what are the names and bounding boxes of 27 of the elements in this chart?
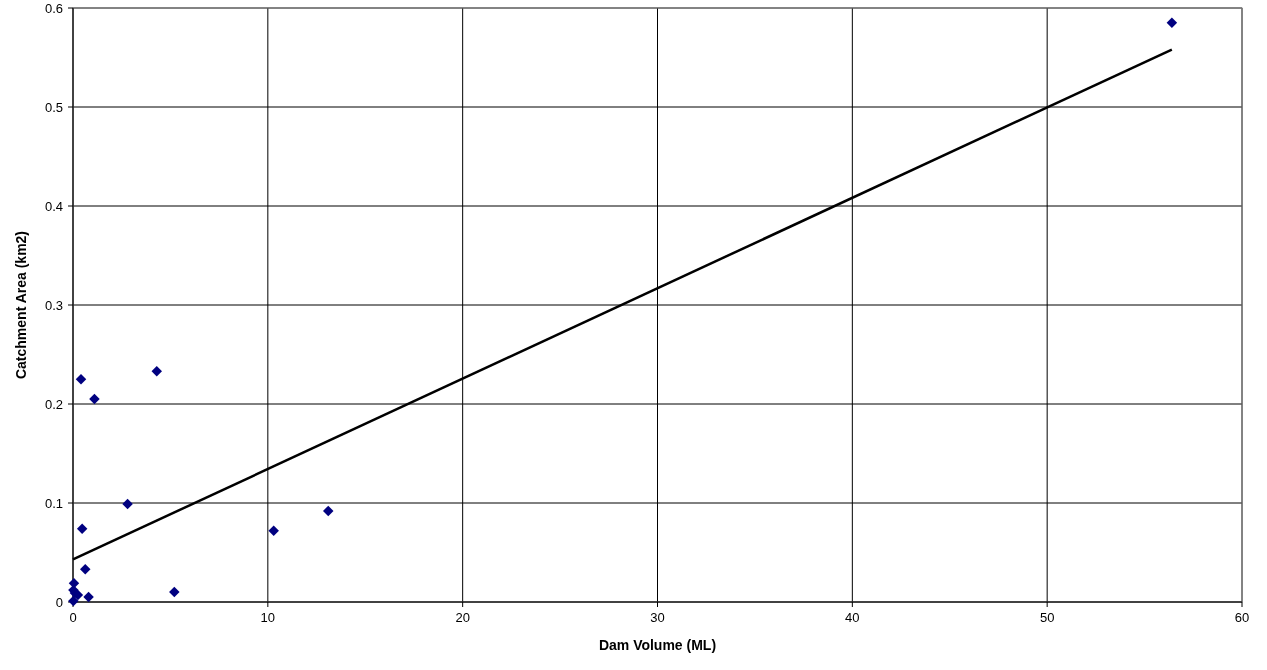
x-tick-label: 30 — [650, 610, 665, 625]
x-tick-label: 50 — [1039, 610, 1055, 625]
y-tick-label: 0.5 — [44, 99, 63, 115]
point — [83, 591, 94, 603]
x-axis-title: Dam Volume (ML) — [598, 637, 717, 653]
y-tick-label: 0.1 — [44, 495, 63, 511]
point — [122, 498, 133, 510]
point — [80, 564, 91, 575]
y-tick-label: 0.3 — [44, 297, 63, 313]
x-tick-label: 60 — [1234, 610, 1250, 625]
x-tick-label: 40 — [845, 610, 860, 625]
point — [322, 505, 334, 517]
x-tick-label: 20 — [455, 610, 470, 625]
y-tick-label: 0.4 — [44, 198, 63, 214]
y-tick-label: 0 — [55, 594, 63, 610]
point — [76, 523, 88, 534]
point — [75, 374, 87, 385]
y-axis-title: Catchment Area (km2) — [13, 230, 29, 380]
point — [268, 525, 279, 536]
x-tick-label: 10 — [260, 610, 276, 625]
point — [151, 366, 163, 377]
y-tick-label: 0.2 — [44, 396, 63, 412]
point — [1166, 17, 1178, 29]
y-tick-label: 0.6 — [44, 0, 63, 16]
x-tick-label: 0 — [69, 610, 77, 625]
point — [169, 586, 180, 598]
point — [89, 393, 100, 405]
